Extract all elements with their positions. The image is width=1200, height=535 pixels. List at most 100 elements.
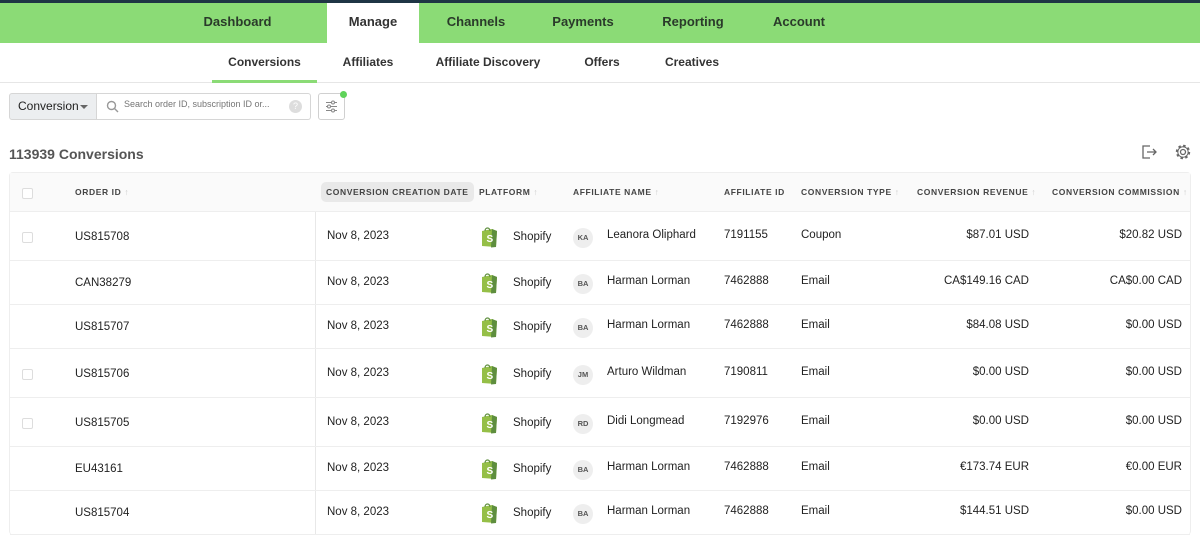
platform-name: Shopify xyxy=(513,321,552,333)
svg-text:S: S xyxy=(487,324,494,335)
order-id-link[interactable]: US815706 xyxy=(75,367,130,380)
column-header-conversion-creation-date[interactable]: CONVERSION CREATION DATE xyxy=(321,182,474,202)
table-row[interactable]: US815705 Nov 8, 2023 S Shopify RD Didi Longme… xyxy=(10,398,1190,447)
order-id-link[interactable]: US815707 xyxy=(75,321,130,333)
avatar: RD xyxy=(573,413,593,434)
sort-arrow-icon[interactable]: ↑ xyxy=(1031,187,1037,197)
affiliate-name-link[interactable]: Harman Lorman xyxy=(607,461,691,473)
conversion-commission: $0.00 USD xyxy=(1125,505,1182,517)
affiliate-name-link[interactable]: Harman Lorman xyxy=(607,505,691,517)
affiliate-id: 7462888 xyxy=(724,505,769,517)
column-header-label: ORDER ID xyxy=(75,187,122,197)
platform-name: Shopify xyxy=(513,416,552,429)
conversion-revenue: CA$149.16 CAD xyxy=(943,275,1029,287)
subnav-tab-offers[interactable]: Offers xyxy=(584,55,620,69)
affiliate-id: 7191155 xyxy=(724,228,768,241)
conversion-commission: €0.00 EUR xyxy=(1125,461,1182,473)
svg-text:S: S xyxy=(487,510,494,521)
conversion-commission: $0.00 USD xyxy=(1125,414,1182,427)
column-header-conversion-type[interactable]: CONVERSION TYPE ↑ xyxy=(801,187,900,197)
order-id-link[interactable]: US815708 xyxy=(75,230,130,243)
column-header-conversion-revenue[interactable]: CONVERSION REVENUE ↑ xyxy=(917,187,1036,197)
platform-name: Shopify xyxy=(513,463,552,475)
select-all-checkbox[interactable] xyxy=(22,188,33,199)
row-checkbox[interactable] xyxy=(22,368,33,380)
affiliate-name-link[interactable]: Didi Longmead xyxy=(607,414,685,427)
creation-date: Nov 8, 2023 xyxy=(327,276,390,288)
conversion-type: Email xyxy=(801,319,830,331)
row-checkbox[interactable] xyxy=(22,231,33,243)
column-header-conversion-commission[interactable]: CONVERSION COMMISSION ↑ xyxy=(1052,187,1188,197)
sort-arrow-icon[interactable]: ↑ xyxy=(654,187,660,197)
export-icon[interactable] xyxy=(1140,143,1158,161)
subnav-tab-affiliates[interactable]: Affiliates xyxy=(342,55,394,69)
type-select[interactable]: Conversion xyxy=(9,93,97,120)
column-header-order-id[interactable]: ORDER ID ↑ xyxy=(75,187,129,197)
row-checkbox[interactable] xyxy=(22,417,33,429)
table-row[interactable]: CAN38279 Nov 8, 2023 S Shopify BA Harman Lorm… xyxy=(10,261,1190,305)
table-row[interactable]: US815707 Nov 8, 2023 S Shopify BA Harman Lorm… xyxy=(10,305,1190,349)
column-divider xyxy=(315,212,316,535)
sort-arrow-icon[interactable]: ↑ xyxy=(124,187,130,197)
search-input[interactable] xyxy=(124,99,284,109)
conversion-commission: $0.00 USD xyxy=(1125,365,1182,378)
creation-date: Nov 8, 2023 xyxy=(327,320,390,332)
shopify-logo-icon: S xyxy=(479,362,499,390)
caret-down-icon xyxy=(80,105,88,109)
shopify-logo-icon: S xyxy=(479,225,499,253)
nav-tab-dashboard[interactable]: Dashboard xyxy=(203,14,272,29)
creation-date: Nov 8, 2023 xyxy=(327,415,390,428)
nav-tab-account[interactable]: Account xyxy=(773,14,825,29)
sort-arrow-icon[interactable]: ↑ xyxy=(1182,187,1188,197)
avatar: BA xyxy=(573,504,593,524)
search-box: ? xyxy=(97,93,311,120)
shopify-logo-icon: S xyxy=(479,315,499,343)
nav-tab-reporting[interactable]: Reporting xyxy=(662,14,724,29)
order-id-link[interactable]: US815705 xyxy=(75,416,130,429)
column-header-label: CONVERSION REVENUE xyxy=(917,187,1029,197)
affiliate-name-link[interactable]: Harman Lorman xyxy=(607,319,691,331)
column-header-affiliate-name[interactable]: AFFILIATE NAME ↑ xyxy=(573,187,659,197)
column-header-label: CONVERSION CREATION DATE xyxy=(326,187,469,197)
creation-date: Nov 8, 2023 xyxy=(327,506,390,518)
shopify-logo-icon: S xyxy=(479,411,499,439)
avatar: BA xyxy=(573,460,593,480)
column-header-platform[interactable]: PLATFORM ↑ xyxy=(479,187,538,197)
table-row[interactable]: US815704 Nov 8, 2023 S Shopify BA Harman Lorm… xyxy=(10,491,1190,535)
sort-arrow-icon[interactable]: ↑ xyxy=(533,187,539,197)
order-id-link[interactable]: CAN38279 xyxy=(75,277,132,289)
sliders-icon xyxy=(326,100,337,113)
sort-arrow-icon[interactable]: ↑ xyxy=(894,187,900,197)
shopify-logo-icon: S xyxy=(479,457,499,485)
nav-tab-channels[interactable]: Channels xyxy=(446,14,506,29)
conversion-type: Email xyxy=(801,275,830,287)
platform-name: Shopify xyxy=(513,367,552,380)
subnav-tab-conversions[interactable]: Conversions xyxy=(212,43,317,83)
affiliate-name-link[interactable]: Harman Lorman xyxy=(607,275,691,287)
column-header-affiliate-id[interactable]: AFFILIATE ID xyxy=(724,187,785,197)
nav-tab-payments[interactable]: Payments xyxy=(552,14,614,29)
gear-icon[interactable] xyxy=(1174,143,1192,161)
subnav-tab-affiliate-discovery[interactable]: Affiliate Discovery xyxy=(435,55,541,69)
help-icon[interactable]: ? xyxy=(289,100,302,113)
conversion-revenue: $84.08 USD xyxy=(966,319,1029,331)
conversion-revenue: $0.00 USD xyxy=(972,414,1029,427)
nav-tab-manage[interactable]: Manage xyxy=(327,3,419,43)
svg-text:S: S xyxy=(487,371,494,382)
conversion-revenue: $144.51 USD xyxy=(959,505,1029,517)
table-row[interactable]: EU43161 Nov 8, 2023 S Shopify BA Harman Lorma… xyxy=(10,447,1190,491)
affiliate-name-link[interactable]: Arturo Wildman xyxy=(607,365,687,378)
table-row[interactable]: US815708 Nov 8, 2023 S Shopify KA Leanora Oli… xyxy=(10,212,1190,261)
column-header-label: CONVERSION TYPE xyxy=(801,187,892,197)
subnav-tab-creatives[interactable]: Creatives xyxy=(664,55,720,69)
sub-nav: Conversions Affiliates Affiliate Discovery… xyxy=(0,43,1200,83)
top-bar xyxy=(0,0,1200,3)
conversion-type: Coupon xyxy=(801,228,842,241)
creation-date: Nov 8, 2023 xyxy=(327,229,390,242)
order-id-link[interactable]: EU43161 xyxy=(75,463,123,475)
platform-name: Shopify xyxy=(513,507,552,519)
affiliate-name-link[interactable]: Leanora Oliphard xyxy=(607,228,696,241)
order-id-link[interactable]: US815704 xyxy=(75,507,130,519)
filter-button[interactable] xyxy=(318,91,347,120)
table-row[interactable]: US815706 Nov 8, 2023 S Shopify JM Arturo Wild… xyxy=(10,349,1190,398)
